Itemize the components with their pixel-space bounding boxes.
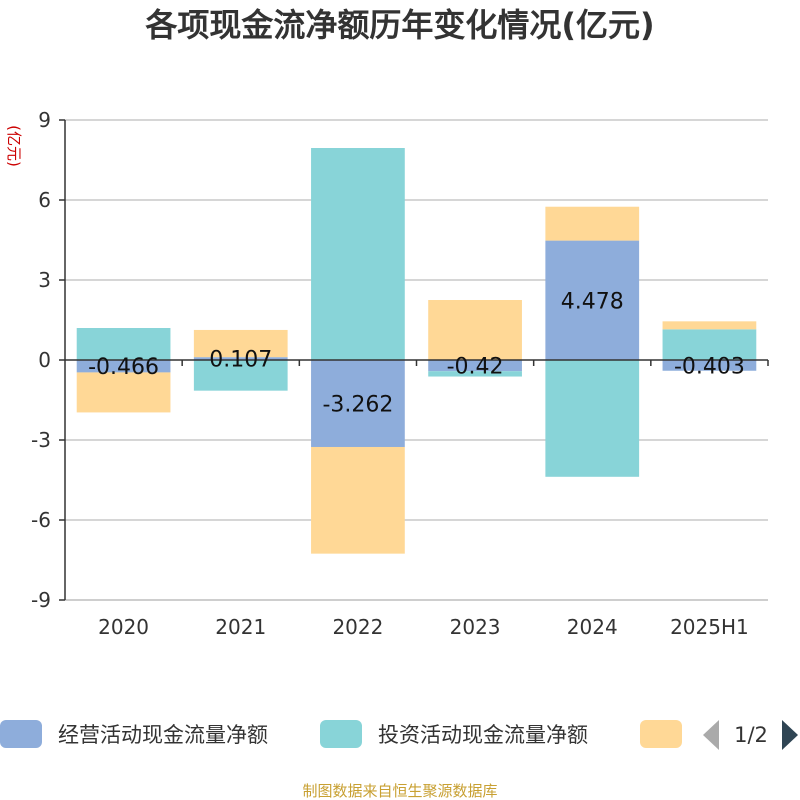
bar-series-2-2023: [428, 371, 522, 377]
x-tick-label: 2024: [567, 615, 618, 639]
x-tick-label: 2021: [215, 615, 266, 639]
grid-lines: [65, 119, 768, 601]
bar-series-1-2020: [76, 360, 171, 373]
bar-series-3-2022: [311, 446, 405, 554]
data-label: -0.466: [88, 355, 159, 380]
bar-series-1-2023: [428, 360, 522, 372]
y-tick-label: -6: [31, 508, 51, 532]
bar-series-3-2021: [193, 329, 288, 358]
bar-series-1-2021: [193, 357, 288, 360]
data-label: 0.107: [209, 348, 272, 373]
bar-series-3-2020: [76, 372, 171, 413]
x-tick-label: 2023: [450, 615, 501, 639]
legend-swatch-3[interactable]: [640, 720, 682, 748]
legend-prev-page-icon[interactable]: [703, 720, 719, 750]
y-axis-unit: (亿元): [5, 125, 23, 167]
y-tick-label: 9: [38, 108, 51, 132]
bar-series-2-2021: [193, 360, 288, 391]
data-labels: -0.466 0.107 -3.262 -0.42 4.478 -0.403: [88, 289, 745, 417]
bar-series-2-2022: [311, 148, 405, 360]
legend-label-1[interactable]: 经营活动现金流量净额: [58, 723, 268, 747]
legend-label-2[interactable]: 投资活动现金流量净额: [378, 723, 588, 747]
bar-series-2-2024: [545, 360, 640, 477]
bar-series-1-2024: [545, 240, 640, 360]
x-tick-label: 2020: [98, 615, 149, 639]
y-tick-label: -9: [31, 588, 51, 612]
bar-series-3-2025H1: [662, 321, 757, 330]
bar-series-2-2025H1: [662, 329, 757, 360]
bar-series-2-2020: [76, 328, 171, 360]
x-tick-label: 2022: [332, 615, 383, 639]
legend-page-indicator: 1/2: [734, 723, 768, 747]
legend-swatch-1[interactable]: [0, 720, 42, 748]
data-label: -3.262: [322, 392, 393, 417]
bar-series-3-2023: [428, 300, 522, 360]
bar-series-1-2022: [311, 360, 405, 447]
y-tick-label: 6: [38, 188, 51, 212]
data-label: 4.478: [561, 289, 624, 314]
data-label: -0.403: [674, 354, 745, 379]
y-tick-label: 3: [38, 268, 51, 292]
y-tick-label: 0: [38, 348, 51, 372]
bar-series-1-2025H1: [662, 360, 757, 371]
legend-swatch-2[interactable]: [320, 720, 362, 748]
legend: 经营活动现金流量净额 投资活动现金流量净额 1/2: [0, 720, 798, 750]
source-note: 制图数据来自恒生聚源数据库: [302, 782, 497, 800]
chart-title: 各项现金流净额历年变化情况(亿元): [145, 6, 654, 44]
y-tick-label: -3: [31, 428, 51, 452]
bars: [76, 148, 757, 554]
axes: 9 6 3 0 -3 -6 -9 2020 2021 2022 2023 2024 2025H1: [31, 108, 769, 639]
x-tick-label: 2025H1: [670, 615, 749, 639]
legend-next-page-icon[interactable]: [782, 720, 798, 750]
data-label: -0.42: [447, 355, 504, 380]
bar-series-3-2024: [545, 206, 640, 241]
